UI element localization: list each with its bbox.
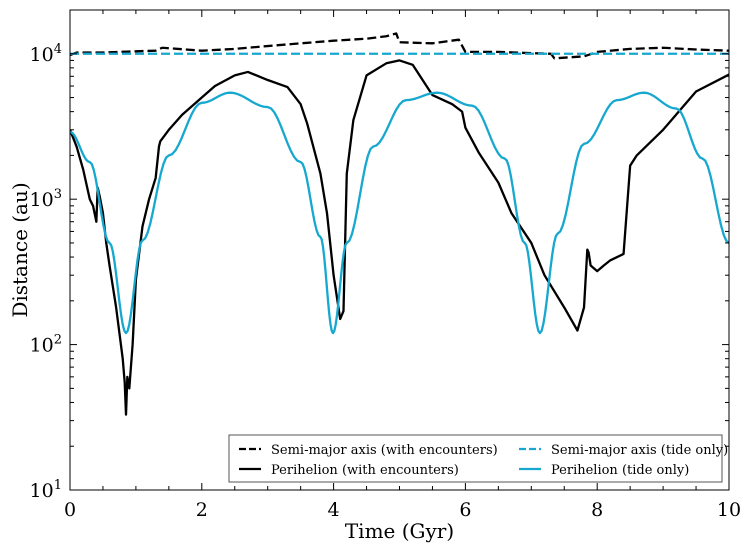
legend-box (228, 434, 723, 483)
x-axis-label: Time (Gyr) (345, 519, 454, 543)
legend-entry-label: Semi-major axis (with encounters) (271, 443, 498, 458)
x-tick-label: 4 (328, 499, 340, 521)
x-tick-label: 6 (459, 499, 471, 521)
legend-entry-label: Semi-major axis (tide only) (551, 443, 728, 458)
x-tick-label: 0 (64, 499, 76, 521)
legend: Semi-major axis (with encounters) Semi-ma… (228, 434, 728, 483)
y-tick-label: 101 (30, 478, 62, 502)
y-tick-label: 104 (30, 42, 62, 66)
series-line-perihelion-with-encounters (70, 59, 729, 416)
plot-frame (69, 9, 730, 491)
legend-entry-label: Perihelion (tide only) (551, 463, 689, 478)
axis-ticks: 0 2 4 6 8 10 101 102 103 104 (30, 9, 741, 521)
series-line-perihelion-tide-only (70, 91, 729, 335)
legend-entry-label: Perihelion (with encounters) (271, 463, 459, 478)
y-axis-label: Distance (au) (8, 182, 32, 317)
x-tick-label: 10 (717, 499, 741, 521)
x-tick-label: 2 (196, 499, 208, 521)
y-tick-label: 103 (30, 187, 62, 211)
series-layer (70, 32, 729, 416)
x-tick-label: 8 (591, 499, 603, 521)
y-tick-label: 102 (30, 333, 62, 357)
